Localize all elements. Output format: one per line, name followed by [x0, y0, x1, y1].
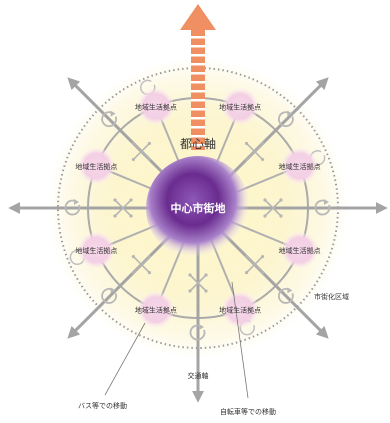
- axis-arrow-stripe: [191, 36, 205, 39]
- cross-arrow-tip: [244, 270, 249, 275]
- axis-arrow-stripe: [191, 108, 205, 111]
- bicycle-movement-leader-line: [231, 281, 249, 399]
- cross-arrow-tip: [113, 198, 117, 202]
- circular-arrow-icon: [277, 111, 294, 128]
- regional-life-hub: [78, 147, 115, 184]
- bus-movement-label: バス等での移動: [78, 401, 127, 410]
- regional-life-hub: [137, 88, 174, 125]
- loop-arrowhead: [110, 287, 116, 294]
- axis-arrow-stripe: [191, 99, 205, 102]
- cross-arrow-icons: [113, 141, 283, 293]
- regional-life-hub-label: 地域生活拠点: [219, 306, 261, 315]
- axis-arrow-stripe: [191, 63, 205, 66]
- regional-life-hub-label: 地域生活拠点: [279, 246, 321, 255]
- axis-arrow-stripe: [191, 135, 205, 138]
- cross-arrow-tip: [147, 141, 152, 146]
- cross-arrow-tip: [129, 214, 133, 218]
- four-way-arrow-icon: [263, 198, 283, 218]
- cross-arrow-tip: [260, 157, 265, 162]
- bus-movement-leader-line: [104, 322, 146, 396]
- regional-life-hub: [222, 88, 259, 125]
- loop-arrowhead: [287, 287, 293, 294]
- cross-arrow-tip: [244, 157, 249, 162]
- cross-arrow-tip: [279, 198, 283, 202]
- loop-arrowhead: [110, 110, 116, 117]
- cross-arrow-line: [246, 142, 264, 160]
- circular-arrow-icon: [101, 111, 117, 128]
- regional-life-hub: [78, 232, 115, 269]
- regional-life-hub: [281, 232, 318, 269]
- loop-arrowhead: [324, 199, 329, 205]
- four-way-arrow-icon: [188, 273, 208, 293]
- four-way-arrow-icon: [131, 141, 152, 162]
- axis-arrow-stripe: [191, 144, 205, 147]
- transport-axis-label: 交通軸: [188, 371, 209, 380]
- axis-arrow-stripe: [191, 90, 205, 93]
- cross-arrow-tip: [244, 254, 249, 259]
- cross-arrow-tip: [204, 289, 208, 293]
- cross-arrow-line: [264, 199, 282, 217]
- loop-arrowhead: [199, 324, 204, 330]
- central-urban-area-core: [146, 156, 250, 260]
- cross-arrow-tip: [147, 157, 152, 162]
- cross-arrow-tip: [244, 141, 249, 146]
- bicycle-movement-label: 自転車等での移動: [220, 407, 276, 416]
- regional-life-hub: [281, 147, 318, 184]
- cross-arrow-tip: [204, 273, 208, 277]
- regional-life-hub: [137, 291, 174, 328]
- cross-arrow-tip: [279, 214, 283, 218]
- regional-life-hub-label: 地域生活拠点: [135, 102, 177, 111]
- cross-arrow-line: [132, 142, 150, 160]
- axis-arrow-stripe: [191, 81, 205, 84]
- four-way-arrow-icon: [113, 198, 133, 218]
- cross-arrow-tip: [131, 254, 136, 259]
- cross-arrow-tip: [147, 270, 152, 275]
- circular-arrow-icon: [189, 324, 206, 341]
- cross-arrow-tip: [260, 254, 265, 259]
- cross-arrow-tip: [188, 289, 192, 293]
- cross-arrow-tip: [131, 270, 136, 275]
- axis-arrow-head: [180, 4, 216, 30]
- axis-arrow-stripe: [191, 72, 205, 75]
- axis-arrow-stripe: [191, 117, 205, 120]
- cross-arrow-line: [114, 199, 132, 217]
- axis-arrow-stripe: [191, 126, 205, 129]
- cross-arrow-tip: [263, 214, 267, 218]
- cross-arrow-tip: [263, 198, 267, 202]
- four-way-arrow-icon: [131, 254, 152, 275]
- cross-arrow-tip: [131, 157, 136, 162]
- cross-arrow-tip: [260, 270, 265, 275]
- regional-life-hub-label: 地域生活拠点: [135, 306, 177, 315]
- cross-arrow-line: [189, 274, 207, 292]
- cross-arrow-tip: [129, 198, 133, 202]
- regional-life-hub-label: 地域生活拠点: [279, 162, 321, 171]
- urban-core-axis-arrow: [180, 4, 216, 150]
- regional-life-hub: [222, 291, 259, 328]
- urbanization-area-label: 市街化区域: [314, 292, 349, 301]
- central-urban-area-label: 中心市街地: [171, 201, 226, 215]
- four-way-arrow-icon: [244, 141, 265, 162]
- circular-arrow-icon: [64, 199, 81, 216]
- regional-life-hub-label: 地域生活拠点: [219, 102, 261, 111]
- regional-life-hub-label: 地域生活拠点: [75, 246, 117, 255]
- cross-arrow-line: [246, 256, 264, 274]
- cross-arrow-tip: [131, 141, 136, 146]
- circular-arrow-icon: [277, 288, 294, 304]
- cross-arrow-line: [132, 256, 150, 274]
- axis-arrow-stripe: [191, 45, 205, 48]
- regional-life-hubs: 地域生活拠点 地域生活拠点地域生活拠点地域生活拠点地域生活拠点地域生活拠点地域生活…: [75, 88, 321, 328]
- loop-arrowhead: [287, 110, 293, 117]
- urban-axis-label: 都心軸: [180, 137, 216, 151]
- loop-arrowhead: [74, 199, 79, 205]
- cross-arrow-tip: [260, 141, 265, 146]
- cross-arrow-tip: [188, 273, 192, 277]
- regional-life-hub-label: 地域生活拠点: [75, 162, 117, 171]
- circular-arrow-icon: [314, 199, 331, 216]
- axis-arrow-stripe: [191, 54, 205, 57]
- cross-arrow-tip: [147, 254, 152, 259]
- cross-arrow-tip: [113, 214, 117, 218]
- four-way-arrow-icon: [244, 254, 265, 275]
- circular-arrow-icon: [101, 288, 117, 304]
